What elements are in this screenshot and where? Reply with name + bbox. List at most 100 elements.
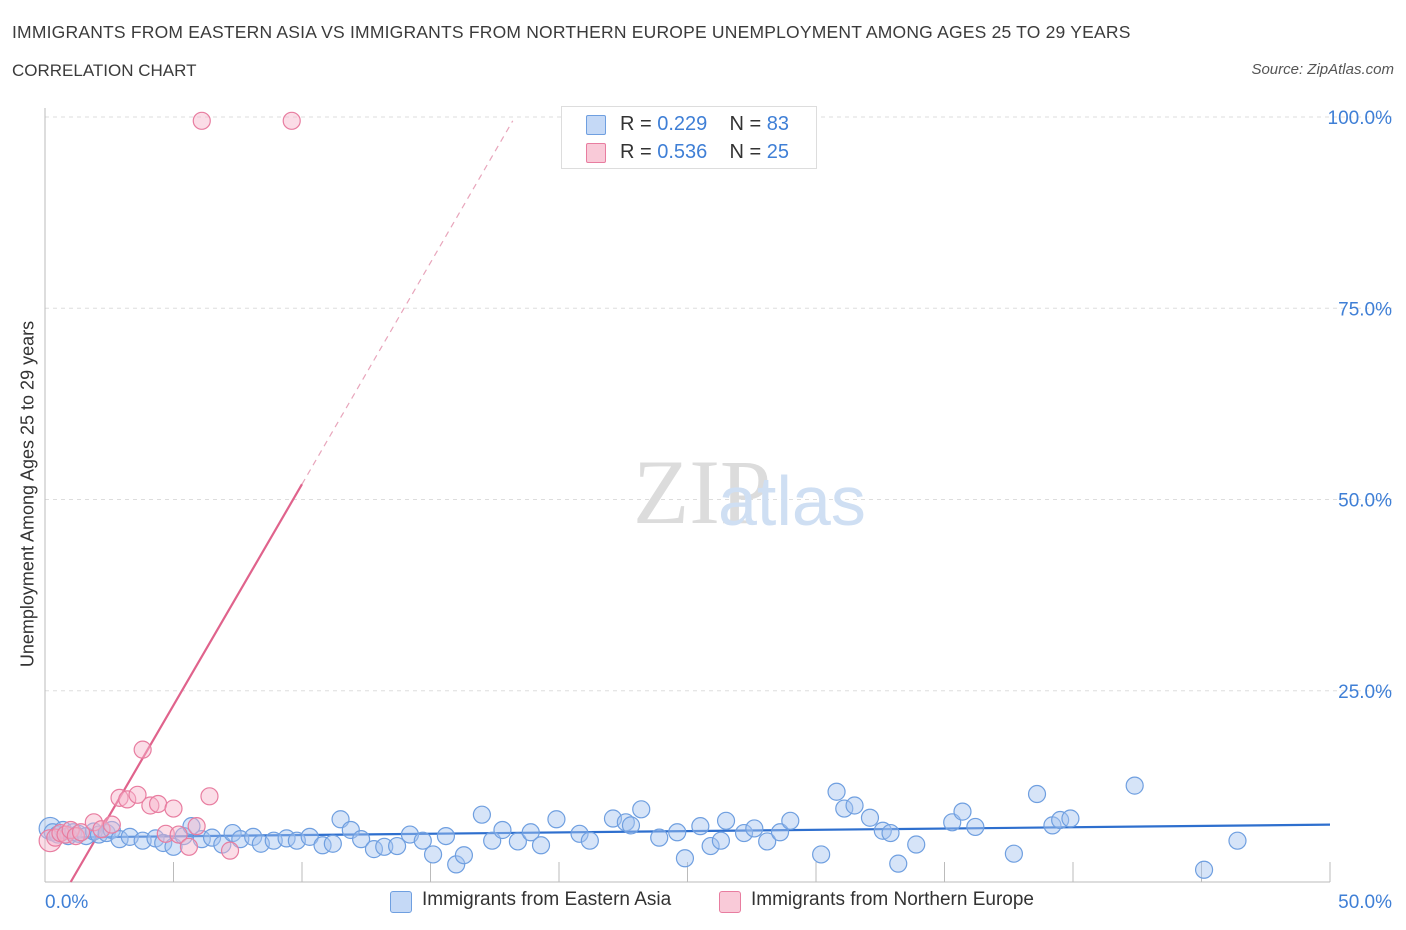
point-eastern-asia — [508, 832, 527, 851]
r-label: R = — [620, 113, 652, 135]
x-tick-labels: 0.0% 50.0% — [45, 892, 1392, 913]
y-tick-label: 25.0% — [1338, 682, 1392, 703]
n-value-northern-europe: 25 — [766, 141, 790, 163]
point-eastern-asia — [668, 823, 687, 842]
point-eastern-asia — [454, 846, 474, 865]
point-eastern-asia — [300, 827, 319, 846]
point-eastern-asia — [711, 831, 731, 850]
point-eastern-asia — [953, 802, 972, 821]
point-eastern-asia — [102, 820, 121, 840]
chart-subtitle: CORRELATION CHART — [12, 61, 197, 80]
point-eastern-asia — [745, 819, 764, 838]
legend-swatch-eastern-asia — [586, 115, 606, 135]
point-eastern-asia — [827, 782, 846, 801]
trend-line-northern-europe — [69, 483, 303, 883]
point-eastern-asia — [675, 849, 695, 868]
point-northern-europe — [148, 794, 168, 814]
point-eastern-asia — [182, 817, 201, 836]
watermark-atlas: atlas — [718, 462, 866, 540]
point-eastern-asia — [375, 837, 394, 856]
trend-extension-northern-europe — [301, 120, 514, 485]
correlation-legend: R = 0.229 N = 83 R = 0.536 N = 25 — [561, 106, 817, 169]
point-northern-europe — [102, 815, 121, 834]
point-eastern-asia — [1125, 776, 1144, 795]
point-eastern-asia — [734, 823, 754, 843]
point-eastern-asia — [691, 817, 710, 836]
point-eastern-asia — [521, 823, 540, 842]
legend-stats-northern-europe: R = 0.536 N = 25 — [620, 141, 789, 164]
point-northern-europe — [192, 111, 211, 130]
chart-title: IMMIGRANTS FROM EASTERN ASIA VS IMMIGRAN… — [12, 22, 1131, 42]
point-eastern-asia — [341, 820, 360, 840]
point-eastern-asia — [547, 810, 566, 829]
source-attribution: Source: ZipAtlas.com — [1251, 61, 1394, 78]
point-northern-europe — [118, 790, 137, 809]
x-tick-label: 50.0% — [1338, 892, 1392, 913]
watermark: ZIP atlas — [633, 441, 866, 543]
point-northern-europe — [141, 796, 160, 815]
point-eastern-asia — [889, 854, 908, 873]
point-eastern-asia — [781, 811, 800, 830]
gridlines — [45, 116, 1392, 692]
n-label: N = — [729, 141, 762, 163]
point-eastern-asia — [413, 831, 432, 850]
point-northern-europe — [220, 841, 240, 860]
point-eastern-asia — [447, 855, 466, 874]
data-points — [38, 111, 1247, 879]
bottom-legend-swatch-northern-europe — [719, 891, 741, 913]
point-eastern-asia — [352, 830, 371, 849]
point-eastern-asia — [1004, 844, 1023, 863]
n-label: N = — [729, 113, 762, 135]
point-eastern-asia — [835, 799, 854, 818]
point-northern-europe — [110, 788, 129, 807]
axes — [44, 108, 1331, 883]
point-eastern-asia — [621, 816, 641, 835]
point-northern-europe — [84, 813, 103, 832]
point-northern-europe — [200, 787, 219, 806]
point-eastern-asia — [436, 826, 456, 846]
bottom-legend-label-eastern-asia: Immigrants from Eastern Asia — [422, 889, 672, 910]
point-northern-europe — [156, 824, 175, 843]
legend-swatch-northern-europe — [586, 143, 606, 163]
n-value-eastern-asia: 83 — [766, 113, 790, 135]
point-northern-europe — [71, 823, 91, 842]
point-eastern-asia — [845, 796, 864, 815]
point-eastern-asia — [860, 808, 880, 827]
point-eastern-asia — [966, 817, 985, 837]
point-northern-europe — [187, 817, 206, 836]
point-northern-europe — [128, 785, 147, 804]
point-eastern-asia — [531, 836, 551, 855]
point-eastern-asia — [580, 831, 599, 850]
point-eastern-asia — [812, 845, 831, 864]
watermark-zip: ZIP — [633, 441, 771, 543]
r-value-eastern-asia: 0.229 — [657, 113, 708, 135]
point-eastern-asia — [1228, 831, 1247, 850]
point-eastern-asia — [472, 805, 491, 824]
point-eastern-asia — [616, 813, 635, 832]
r-label: R = — [620, 141, 652, 163]
point-eastern-asia — [1027, 784, 1047, 804]
y-tick-labels: 25.0% 50.0% 75.0% 100.0% — [1328, 108, 1393, 703]
point-eastern-asia — [907, 835, 926, 854]
point-northern-europe — [133, 740, 152, 759]
bottom-legend-label-northern-europe: Immigrants from Northern Europe — [751, 889, 1034, 910]
point-eastern-asia — [493, 820, 512, 840]
point-eastern-asia — [1061, 809, 1080, 828]
y-axis-label: Unemployment Among Ages 25 to 29 years — [17, 320, 38, 668]
point-eastern-asia — [423, 845, 443, 864]
point-eastern-asia — [716, 811, 736, 830]
point-eastern-asia — [323, 834, 342, 853]
point-eastern-asia — [244, 827, 263, 846]
point-northern-europe — [282, 111, 301, 130]
point-eastern-asia — [202, 828, 222, 847]
point-northern-europe — [169, 825, 188, 844]
point-eastern-asia — [701, 836, 720, 856]
point-eastern-asia — [570, 824, 589, 843]
point-eastern-asia — [632, 800, 651, 819]
point-eastern-asia — [758, 832, 777, 851]
y-tick-label: 75.0% — [1338, 299, 1392, 320]
point-eastern-asia — [1194, 860, 1214, 879]
point-northern-europe — [164, 799, 183, 818]
point-northern-europe — [92, 820, 111, 839]
